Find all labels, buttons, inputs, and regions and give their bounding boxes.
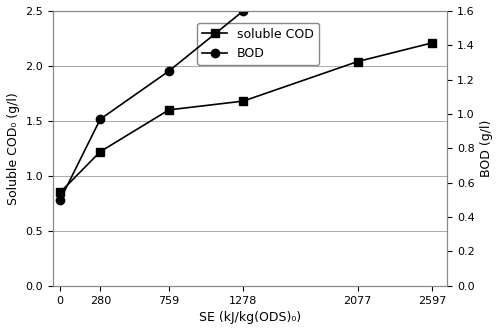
soluble COD (430, 41, 436, 45)
BOD (166, 69, 172, 73)
soluble COD (355, 60, 361, 64)
BOD (98, 117, 103, 121)
Y-axis label: BOD (g/l): BOD (g/l) (480, 120, 493, 177)
Legend: soluble COD, BOD: soluble COD, BOD (197, 23, 319, 65)
Line: BOD: BOD (56, 0, 436, 204)
BOD (240, 9, 246, 13)
BOD (57, 198, 63, 202)
soluble COD (240, 99, 246, 103)
X-axis label: SE (kJ/kg(ODS)₀): SE (kJ/kg(ODS)₀) (199, 311, 301, 324)
Y-axis label: Soluble COD₀ (g/l): Soluble COD₀ (g/l) (7, 92, 20, 205)
soluble COD (98, 150, 103, 154)
soluble COD (57, 190, 63, 194)
soluble COD (166, 108, 172, 112)
Line: soluble COD: soluble COD (56, 39, 436, 197)
